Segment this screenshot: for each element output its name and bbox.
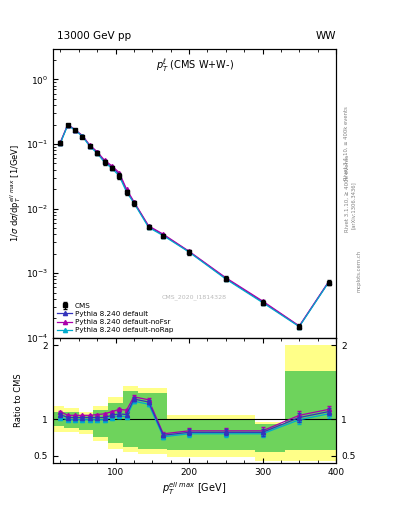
Pythia 8.240 default-noFsr [80,133,85,139]
Pythia 8.240 default [223,275,228,282]
Pythia 8.240 default [110,164,114,170]
Bar [123,391,138,447]
Pythia 8.240 default-noFsr [73,126,77,133]
Pythia 8.240 default-noFsr [117,169,121,176]
Pythia 8.240 default-noRap [80,133,85,139]
Line: Pythia 8.240 default-noFsr: Pythia 8.240 default-noFsr [58,122,331,328]
Pythia 8.240 default-noFsr [102,157,107,163]
Pythia 8.240 default [65,122,70,128]
Pythia 8.240 default-noRap [326,279,331,285]
Text: WW: WW [316,31,336,41]
Pythia 8.240 default [132,199,136,205]
Bar [94,410,108,437]
Pythia 8.240 default [102,158,107,164]
Pythia 8.240 default-noRap [146,224,151,230]
Pythia 8.240 default-noFsr [110,163,114,169]
Pythia 8.240 default-noRap [58,140,63,146]
Pythia 8.240 default-noRap [132,200,136,206]
Bar [53,407,64,432]
Pythia 8.240 default-noRap [223,276,228,282]
Text: mcplots.cern.ch: mcplots.cern.ch [356,250,361,292]
Pythia 8.240 default [297,323,301,329]
Y-axis label: 1/$\sigma$ d$\sigma$/dp$_T^{ell\ max}$ [1/GeV]: 1/$\sigma$ d$\sigma$/dp$_T^{ell\ max}$ [… [8,144,23,242]
Line: Pythia 8.240 default: Pythia 8.240 default [58,123,331,328]
Pythia 8.240 default-noRap [297,324,301,330]
Bar [123,386,138,452]
Bar [108,403,123,443]
Pythia 8.240 default [124,187,129,194]
Bar [255,424,285,452]
Pythia 8.240 default-noRap [187,249,191,255]
Pythia 8.240 default-noFsr [326,279,331,285]
Text: [arXiv:1306.3436]: [arXiv:1306.3436] [351,181,356,229]
Bar [79,412,94,434]
Pythia 8.240 default-noRap [95,150,99,156]
Bar [64,412,79,428]
Pythia 8.240 default-noFsr [88,142,92,148]
Pythia 8.240 default-noRap [124,189,129,195]
Pythia 8.240 default-noFsr [58,139,63,145]
Pythia 8.240 default-noFsr [223,274,228,281]
Pythia 8.240 default-noFsr [260,298,265,304]
Pythia 8.240 default-noRap [260,300,265,306]
Pythia 8.240 default [58,140,63,146]
Bar [94,406,108,441]
Pythia 8.240 default-noRap [88,143,92,150]
Line: Pythia 8.240 default-noRap: Pythia 8.240 default-noRap [58,123,331,329]
Y-axis label: Rivet 3.1.10, ≥ 400k events: Rivet 3.1.10, ≥ 400k events [345,155,350,232]
Pythia 8.240 default-noFsr [187,248,191,254]
Y-axis label: Ratio to CMS: Ratio to CMS [14,374,23,428]
Bar [285,345,336,461]
Text: 13000 GeV pp: 13000 GeV pp [57,31,131,41]
Bar [53,412,64,426]
Pythia 8.240 default [80,133,85,139]
Pythia 8.240 default-noFsr [132,199,136,205]
Pythia 8.240 default [326,279,331,285]
Bar [138,388,167,455]
Pythia 8.240 default-noRap [73,127,77,134]
Bar [138,393,167,449]
Pythia 8.240 default-noFsr [124,186,129,192]
Bar [255,422,285,461]
Bar [167,419,255,450]
Pythia 8.240 default-noFsr [146,223,151,229]
Pythia 8.240 default [117,171,121,177]
Text: Rivet 3.1.10, ≥ 400k events: Rivet 3.1.10, ≥ 400k events [344,106,349,180]
Pythia 8.240 default-noRap [110,165,114,172]
Pythia 8.240 default [73,127,77,133]
X-axis label: $p_T^{ell\ max}$ [GeV]: $p_T^{ell\ max}$ [GeV] [162,480,227,497]
Pythia 8.240 default-noFsr [65,121,70,127]
Pythia 8.240 default-noRap [102,159,107,165]
Pythia 8.240 default [260,298,265,305]
Bar [64,408,79,432]
Pythia 8.240 default-noRap [65,122,70,128]
Pythia 8.240 default [88,143,92,149]
Text: CMS_2020_I1814328: CMS_2020_I1814328 [162,294,227,300]
Pythia 8.240 default-noFsr [297,323,301,329]
Pythia 8.240 default-noFsr [161,231,166,238]
Bar [79,415,94,430]
Pythia 8.240 default-noRap [117,173,121,179]
Pythia 8.240 default [187,249,191,255]
Pythia 8.240 default [161,232,166,238]
Bar [167,415,255,457]
Text: $p_T^{\ell}$ (CMS W+W-): $p_T^{\ell}$ (CMS W+W-) [156,57,233,74]
Bar [285,371,336,450]
Legend: CMS, Pythia 8.240 default, Pythia 8.240 default-noFsr, Pythia 8.240 default-noRa: CMS, Pythia 8.240 default, Pythia 8.240 … [55,300,176,336]
Bar [108,397,123,449]
Pythia 8.240 default [95,150,99,156]
Pythia 8.240 default-noRap [161,232,166,239]
Pythia 8.240 default-noFsr [95,148,99,155]
Pythia 8.240 default [146,223,151,229]
